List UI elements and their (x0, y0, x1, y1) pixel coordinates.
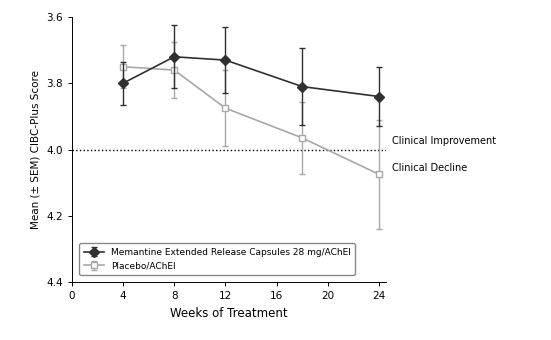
Text: Clinical Decline: Clinical Decline (392, 163, 467, 173)
X-axis label: Weeks of Treatment: Weeks of Treatment (170, 307, 288, 320)
Text: Clinical Improvement: Clinical Improvement (392, 136, 496, 146)
Legend: Memantine Extended Release Capsules 28 mg/AChEI, Placebo/AChEI: Memantine Extended Release Capsules 28 m… (79, 243, 355, 275)
Y-axis label: Mean (± SEM) CIBC-Plus Score: Mean (± SEM) CIBC-Plus Score (30, 70, 40, 229)
